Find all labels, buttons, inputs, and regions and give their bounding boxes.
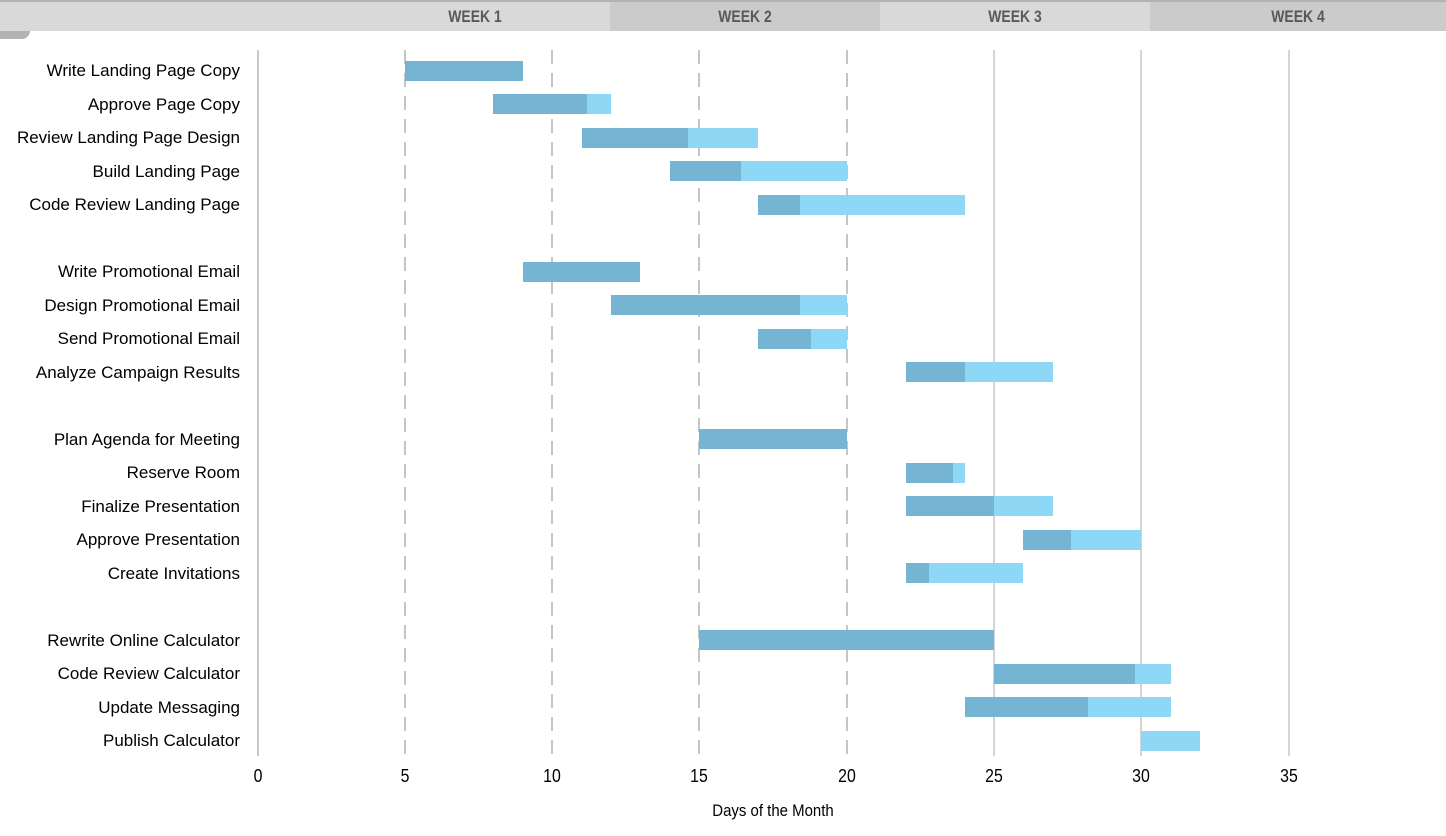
gantt-bar	[611, 295, 847, 316]
week-label: WEEK 4	[1271, 7, 1325, 26]
gantt-bar	[994, 663, 1171, 684]
gantt-bar-complete-portion	[699, 630, 994, 651]
task-label: Reserve Room	[126, 463, 240, 482]
week-label: WEEK 1	[448, 7, 502, 26]
task-label: Create Invitations	[107, 563, 240, 583]
gantt-bar-complete-portion	[611, 295, 800, 316]
task-label: Code Review Landing Page	[29, 195, 240, 214]
x-tick-label: 30	[1132, 766, 1151, 786]
x-tick-label: 0	[253, 766, 262, 786]
task-label: Approve Page Copy	[87, 94, 240, 114]
x-axis-title: Days of the Month	[712, 801, 834, 820]
gantt-bar-complete-portion	[964, 697, 1089, 718]
x-tick-label: 5	[400, 766, 410, 786]
gantt-bar-complete-portion	[581, 127, 688, 148]
task-label: Publish Calculator	[102, 731, 240, 750]
gantt-bar-complete-portion	[699, 429, 847, 450]
task-label: Code Review Calculator	[57, 664, 240, 683]
x-tick-label: 20	[837, 766, 856, 786]
task-label: Build Landing Page	[92, 161, 240, 181]
gantt-bar	[905, 462, 965, 483]
gantt-bar-complete-portion	[758, 194, 800, 215]
gantt-bar	[699, 630, 994, 651]
task-label: Write Landing Page Copy	[46, 61, 240, 80]
gantt-bar	[758, 328, 847, 349]
gantt-bar-complete-portion	[905, 496, 994, 517]
week-band-segment	[610, 2, 880, 31]
gantt-bar	[493, 94, 611, 115]
gantt-bar	[964, 697, 1171, 718]
gantt-bar	[905, 496, 1053, 517]
task-label: Rewrite Online Calculator	[47, 630, 240, 650]
week-label: WEEK 3	[988, 7, 1042, 26]
gantt-bar-complete-portion	[758, 328, 812, 349]
gantt-bar	[758, 194, 965, 215]
task-label: Plan Agenda for Meeting	[53, 429, 240, 449]
gantt-bar-complete-portion	[522, 261, 641, 282]
gridline-day-10	[551, 50, 554, 756]
week-header-band: WEEK 1 WEEK 2 WEEK 3 WEEK 4	[0, 0, 1446, 31]
gantt-bar	[581, 127, 759, 148]
x-tick-label: 10	[543, 766, 561, 786]
gantt-bar-complete-portion	[1023, 529, 1071, 550]
task-label: Review Landing Page Design	[16, 128, 240, 147]
task-label: Design Promotional Email	[44, 295, 240, 315]
task-label: Update Messaging	[98, 697, 240, 717]
x-tick-label: 15	[690, 766, 709, 786]
gantt-bar-complete-portion	[905, 362, 965, 383]
task-label: Approve Presentation	[76, 530, 241, 549]
gridline-day-35	[1287, 50, 1290, 756]
task-label: Analyze Campaign Results	[35, 362, 240, 382]
gantt-bar	[699, 429, 847, 450]
x-tick-label: 35	[1279, 766, 1298, 786]
week-label: WEEK 2	[718, 7, 772, 26]
gridline-day-25	[993, 50, 995, 756]
gridline-day-15	[698, 50, 701, 756]
gantt-bar-complete-portion	[994, 663, 1136, 684]
gridline-day-0	[256, 50, 259, 756]
gantt-bar-complete-portion	[905, 462, 953, 483]
task-label: Finalize Presentation	[81, 496, 240, 516]
gantt-bar-complete-portion	[905, 563, 930, 584]
gantt-bar	[404, 60, 523, 81]
task-label: Send Promotional Email	[57, 329, 240, 348]
gridline-day-20	[845, 50, 848, 756]
gantt-bar	[1023, 529, 1142, 550]
gantt-bar	[1141, 730, 1201, 751]
gantt-bar	[905, 563, 1024, 584]
gantt-bar	[522, 261, 641, 282]
gantt-bar	[905, 362, 1053, 383]
gridline-day-5	[403, 50, 406, 756]
gantt-bar-complete-portion	[404, 60, 523, 81]
gantt-bar-complete-portion	[669, 161, 741, 182]
gantt-bar-complete-portion	[493, 94, 588, 115]
screenshot-corner-artifact	[0, 31, 30, 39]
gridline-day-30	[1140, 50, 1143, 756]
x-tick-label: 25	[985, 766, 1003, 786]
gantt-bar	[669, 161, 847, 182]
week-band-segment	[1150, 2, 1446, 31]
task-label: Write Promotional Email	[57, 262, 240, 281]
